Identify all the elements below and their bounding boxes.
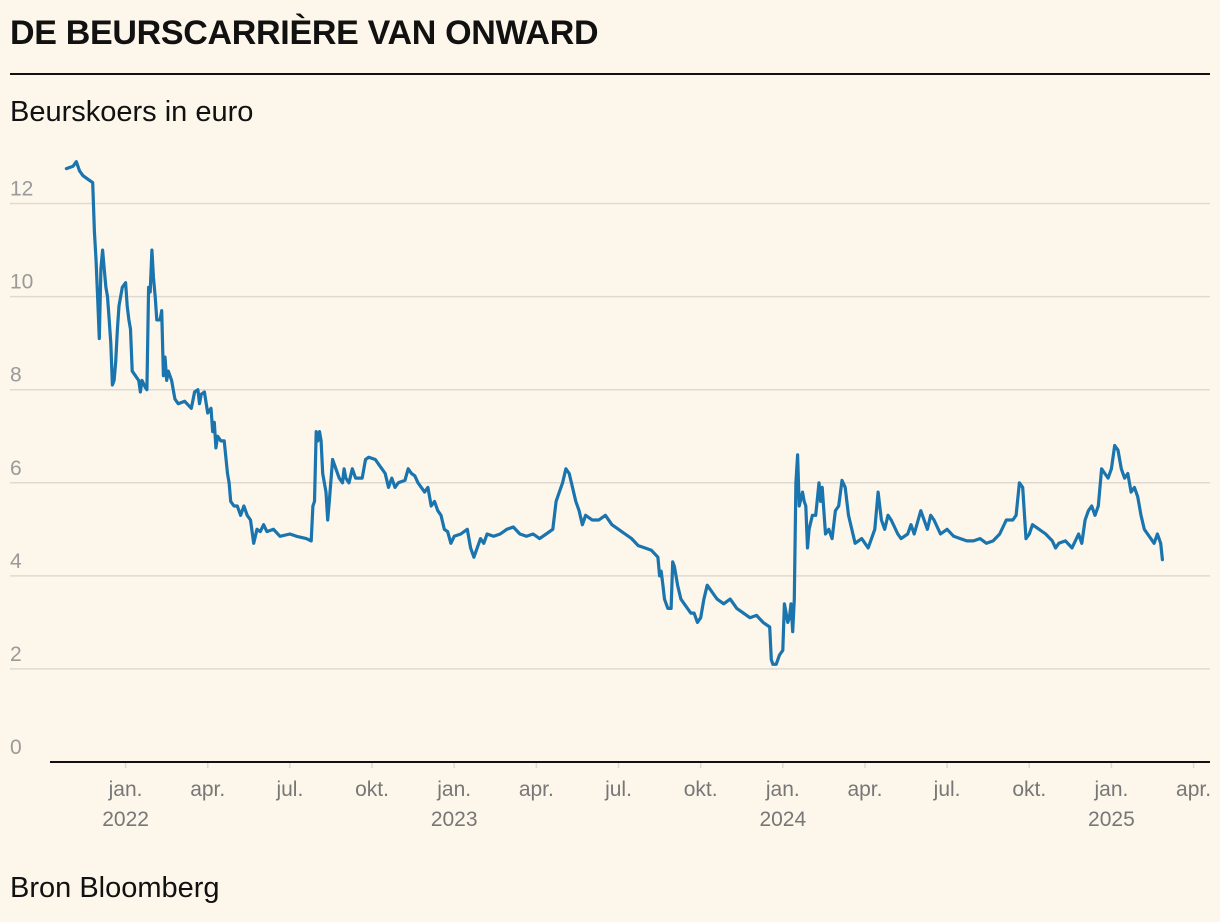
x-tick-label: jan. [1093,778,1128,801]
x-axis-ticks: jan. 2022 apr. jul. okt. jan. 2023 apr. jul. okt.… [102,762,1211,831]
source-note: Bron Bloomberg [10,872,220,904]
title-divider [10,73,1210,75]
y-axis-ticks: 0 2 4 6 8 10 12 [10,178,33,759]
x-tick-year-label: 2023 [431,808,478,831]
y-tick-label: 2 [10,643,22,666]
x-tick-label: apr. [519,778,554,801]
y-tick-label: 10 [10,271,33,294]
x-tick-label: jan. [108,778,143,801]
x-tick-label: jul. [275,778,303,801]
line-chart: 0 2 4 6 8 10 12 jan. 2022 apr. jul. okt. jan. 2023 ap… [10,160,1211,831]
y-tick-label: 6 [10,457,22,480]
chart-subtitle: Beurskoers in euro [10,96,254,128]
x-tick-label: jan. [436,778,471,801]
x-tick-label: jan. [765,778,800,801]
x-tick-year-label: 2024 [759,808,806,831]
x-tick-label: okt. [684,778,718,801]
x-tick-label: apr. [847,778,882,801]
gridlines [10,202,1210,670]
x-tick-label: okt. [355,778,389,801]
y-tick-label: 0 [10,736,22,759]
x-tick-year-label: 2025 [1088,808,1135,831]
x-tick-label: jul. [604,778,632,801]
y-tick-label: 12 [10,178,33,201]
x-tick-year-label: 2022 [102,808,149,831]
x-tick-label: okt. [1012,778,1046,801]
x-tick-label: apr. [1176,778,1211,801]
x-tick-label: apr. [190,778,225,801]
y-tick-label: 4 [10,550,22,573]
y-tick-label: 8 [10,364,22,387]
x-tick-label: jul. [933,778,961,801]
price-series-line [64,160,1164,666]
chart-title: DE BEURSCARRIÈRE VAN ONWARD [10,14,599,52]
